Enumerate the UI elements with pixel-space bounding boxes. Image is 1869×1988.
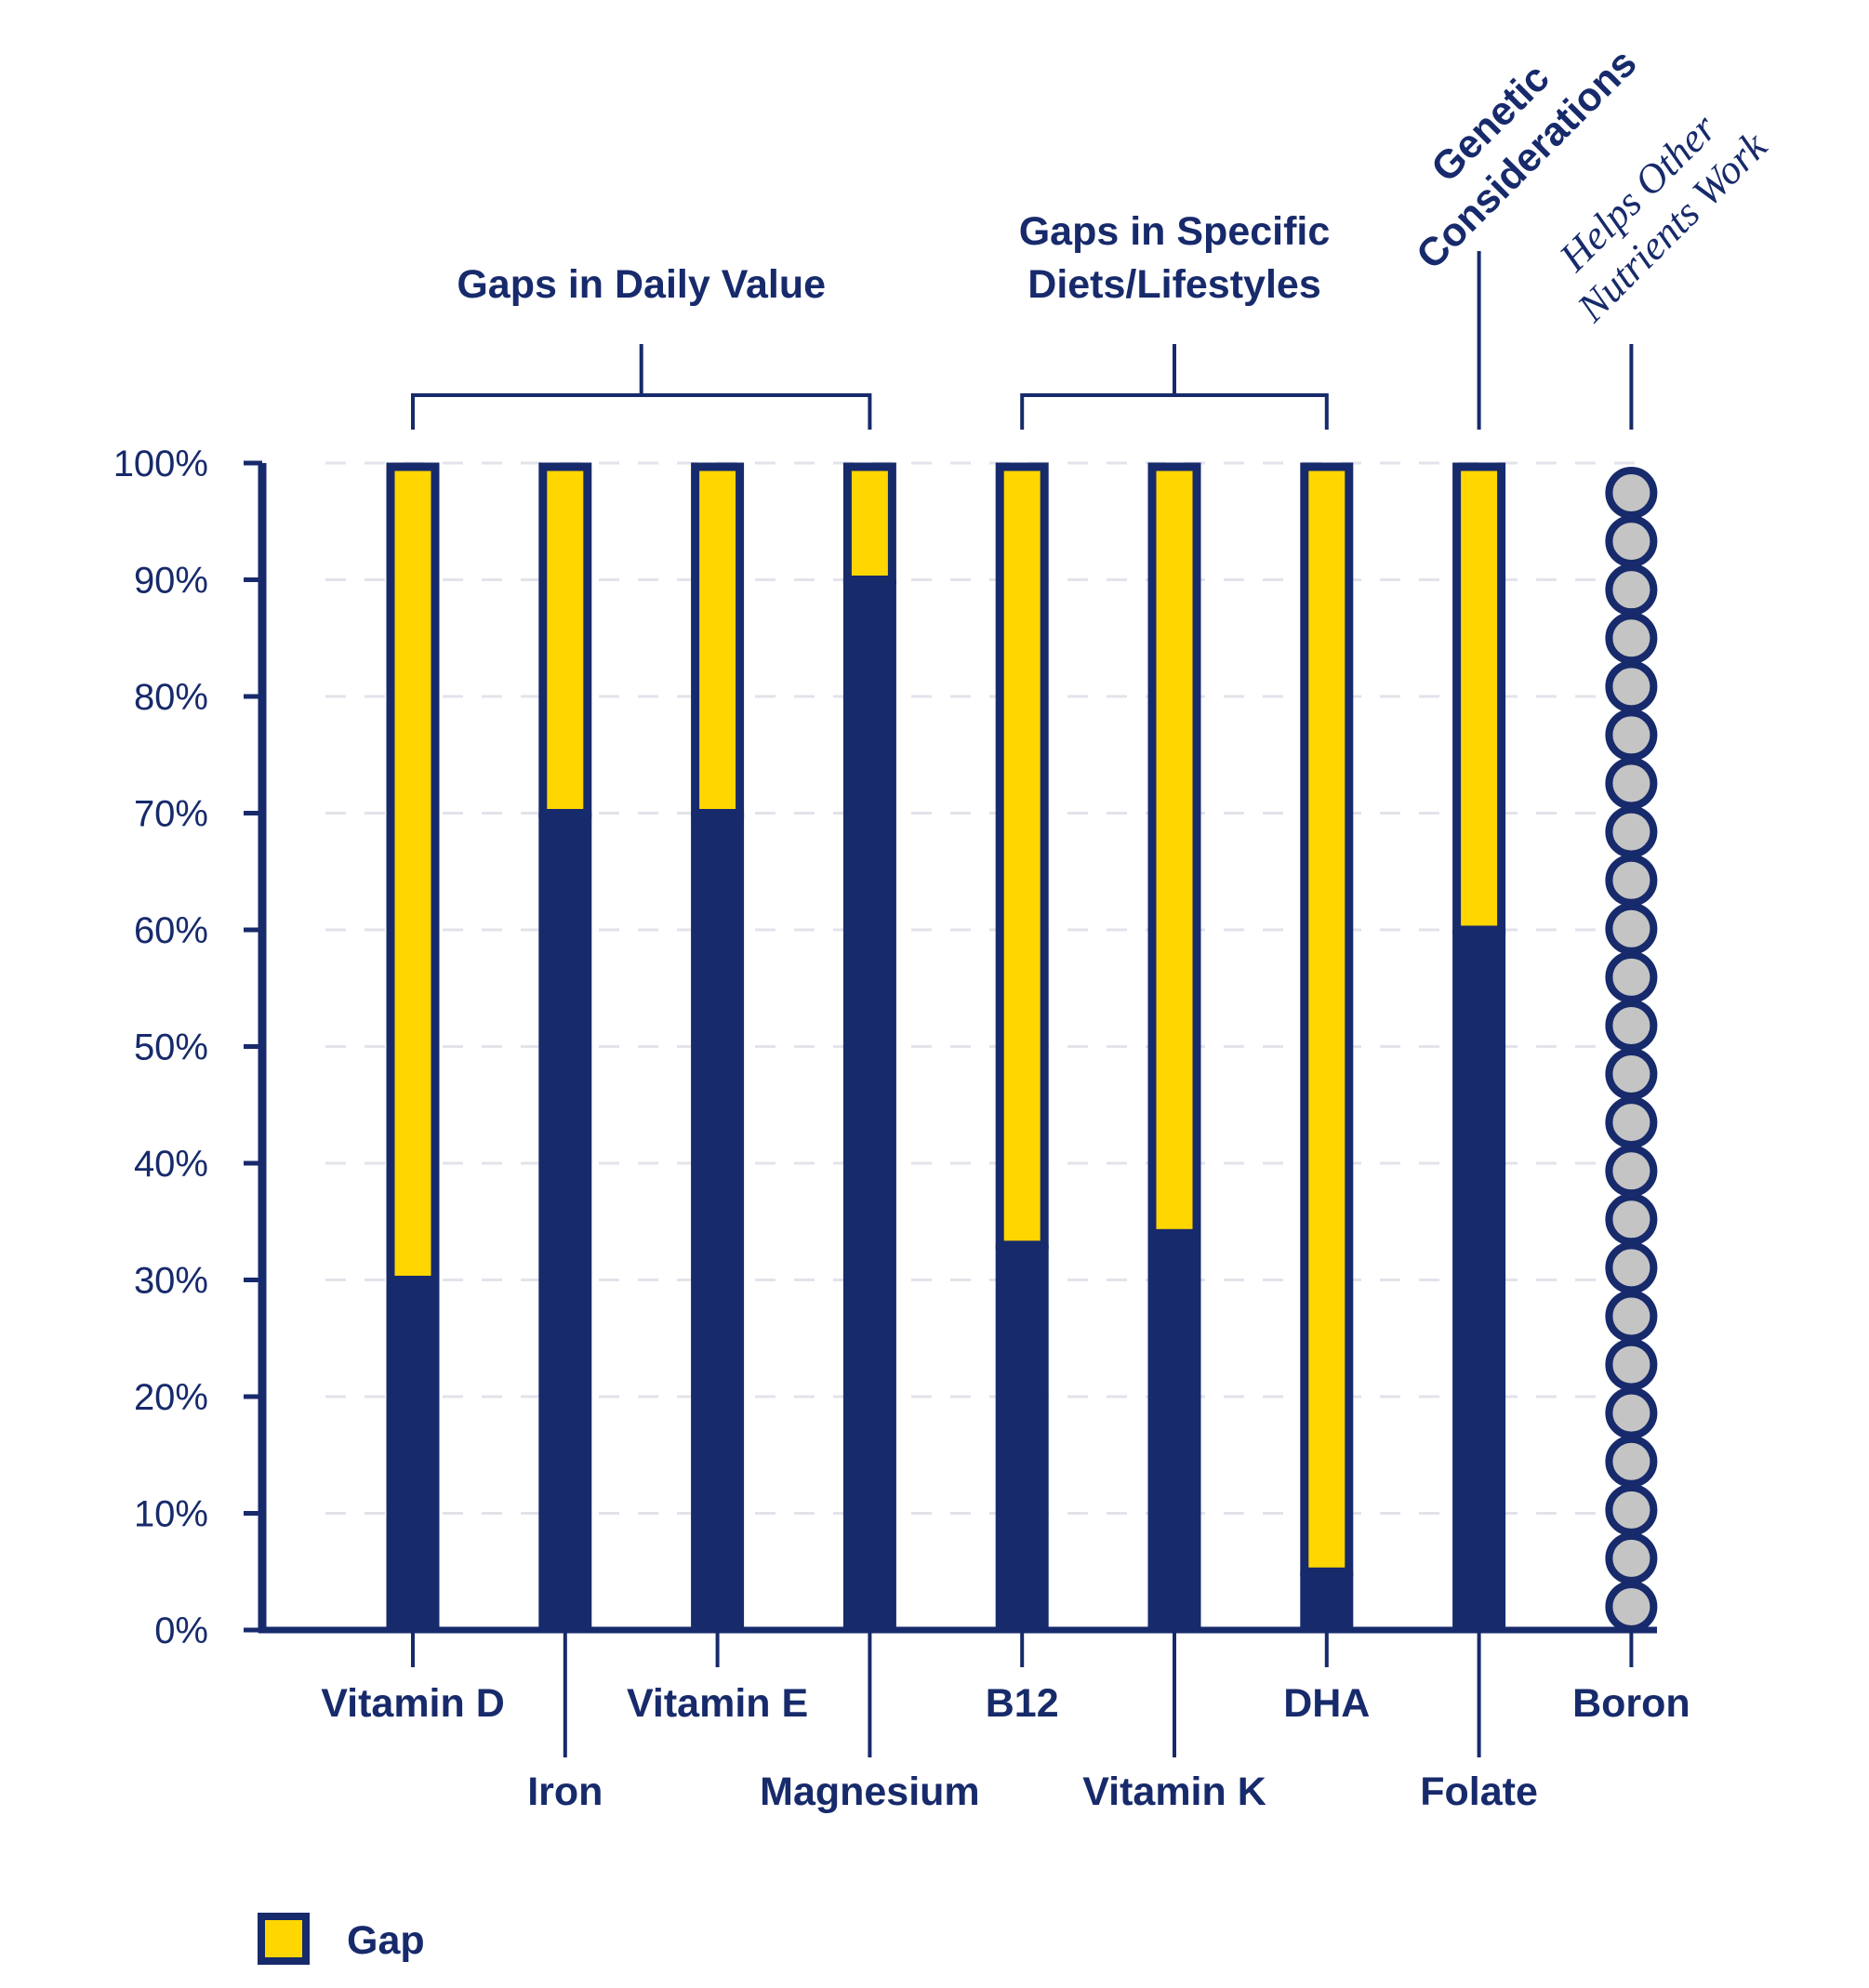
bar-filled — [1452, 930, 1506, 1630]
group-bracket — [1020, 393, 1329, 430]
y-tick-label: 30% — [134, 1261, 208, 1302]
boron-circle — [1605, 1483, 1658, 1536]
boron-circle — [1605, 854, 1658, 907]
bar-gap — [1452, 462, 1506, 934]
boron-circle — [1605, 1241, 1658, 1294]
boron-circle — [1605, 1435, 1658, 1488]
legend-label-gap: Gap — [347, 1918, 425, 1963]
bar-filled — [842, 579, 896, 1630]
boron-circle — [1605, 1145, 1658, 1198]
boron-circle — [1605, 757, 1658, 810]
legend-swatch-gap — [258, 1913, 310, 1965]
boron-circle — [1605, 1531, 1658, 1584]
boron-circle — [1605, 1386, 1658, 1439]
bar-gap — [1300, 462, 1354, 1576]
bar-gap — [842, 462, 896, 584]
boron-circle — [1605, 1338, 1658, 1391]
x-label-vitamin-e: Vitamin E — [627, 1681, 808, 1726]
gridlines — [325, 461, 1646, 1515]
y-tick-labels: 0% 10% 20% 30% 40% 50% 60% 70% 80% 90% 100% — [113, 444, 208, 1651]
bar-filled — [691, 813, 745, 1630]
boron-circle — [1605, 515, 1658, 568]
axes — [244, 460, 1657, 1757]
x-label-b12: B12 — [986, 1681, 1059, 1726]
y-tick-label: 60% — [134, 910, 208, 951]
x-label-vitamin-k: Vitamin K — [1082, 1769, 1266, 1814]
x-label-magnesium: Magnesium — [760, 1769, 980, 1814]
boron-circle — [1605, 1096, 1658, 1149]
boron-circle — [1605, 660, 1658, 713]
y-tick-label: 90% — [134, 561, 208, 602]
boron-circle — [1605, 950, 1658, 1003]
group-label: Gaps in Specific — [1019, 209, 1331, 254]
bar-gap — [386, 462, 440, 1284]
bar-gap — [1147, 462, 1201, 1238]
bar-gap — [691, 462, 745, 817]
group-label: Diets/Lifestyles — [1027, 262, 1320, 307]
group-labels: Gaps in Daily Value Gaps in Specific Diets… — [411, 41, 1777, 430]
boron-circle — [1605, 1193, 1658, 1246]
boron-circle — [1605, 563, 1658, 616]
x-label-vitamin-d: Vitamin D — [321, 1681, 505, 1726]
x-label-dha: DHA — [1283, 1681, 1370, 1726]
bar-filled — [386, 1279, 440, 1630]
y-tick-label: 0% — [154, 1610, 208, 1651]
boron-circle — [1605, 709, 1658, 762]
y-tick-label: 70% — [134, 794, 208, 835]
bar-filled — [1147, 1233, 1201, 1630]
y-tick-label: 40% — [134, 1144, 208, 1185]
x-label-iron: Iron — [527, 1769, 603, 1814]
boron-circle — [1605, 1048, 1658, 1101]
boron-circle — [1605, 902, 1658, 955]
x-label-folate: Folate — [1420, 1769, 1538, 1814]
x-label-boron: Boron — [1572, 1681, 1690, 1726]
y-tick-label: 100% — [113, 444, 208, 484]
bar-gap — [538, 462, 592, 817]
boron-circle — [1605, 805, 1658, 858]
bar-gap — [995, 462, 1049, 1250]
group-label: Gaps in Daily Value — [457, 262, 826, 307]
bar-filled — [995, 1244, 1049, 1630]
y-tick-label: 10% — [134, 1494, 208, 1535]
y-tick-label: 20% — [134, 1377, 208, 1418]
bar-filled — [1300, 1571, 1354, 1630]
boron-circle — [1605, 467, 1658, 519]
bars — [386, 462, 1658, 1633]
boron-circle — [1605, 1581, 1658, 1633]
boron-circle — [1605, 612, 1658, 665]
boron-circle — [1605, 999, 1658, 1052]
y-tick-label: 50% — [134, 1027, 208, 1068]
group-bracket — [411, 393, 872, 430]
boron-circle — [1605, 1290, 1658, 1343]
legend: Gap — [258, 1913, 425, 1965]
bar-filled — [538, 813, 592, 1630]
y-tick-label: 80% — [134, 677, 208, 718]
